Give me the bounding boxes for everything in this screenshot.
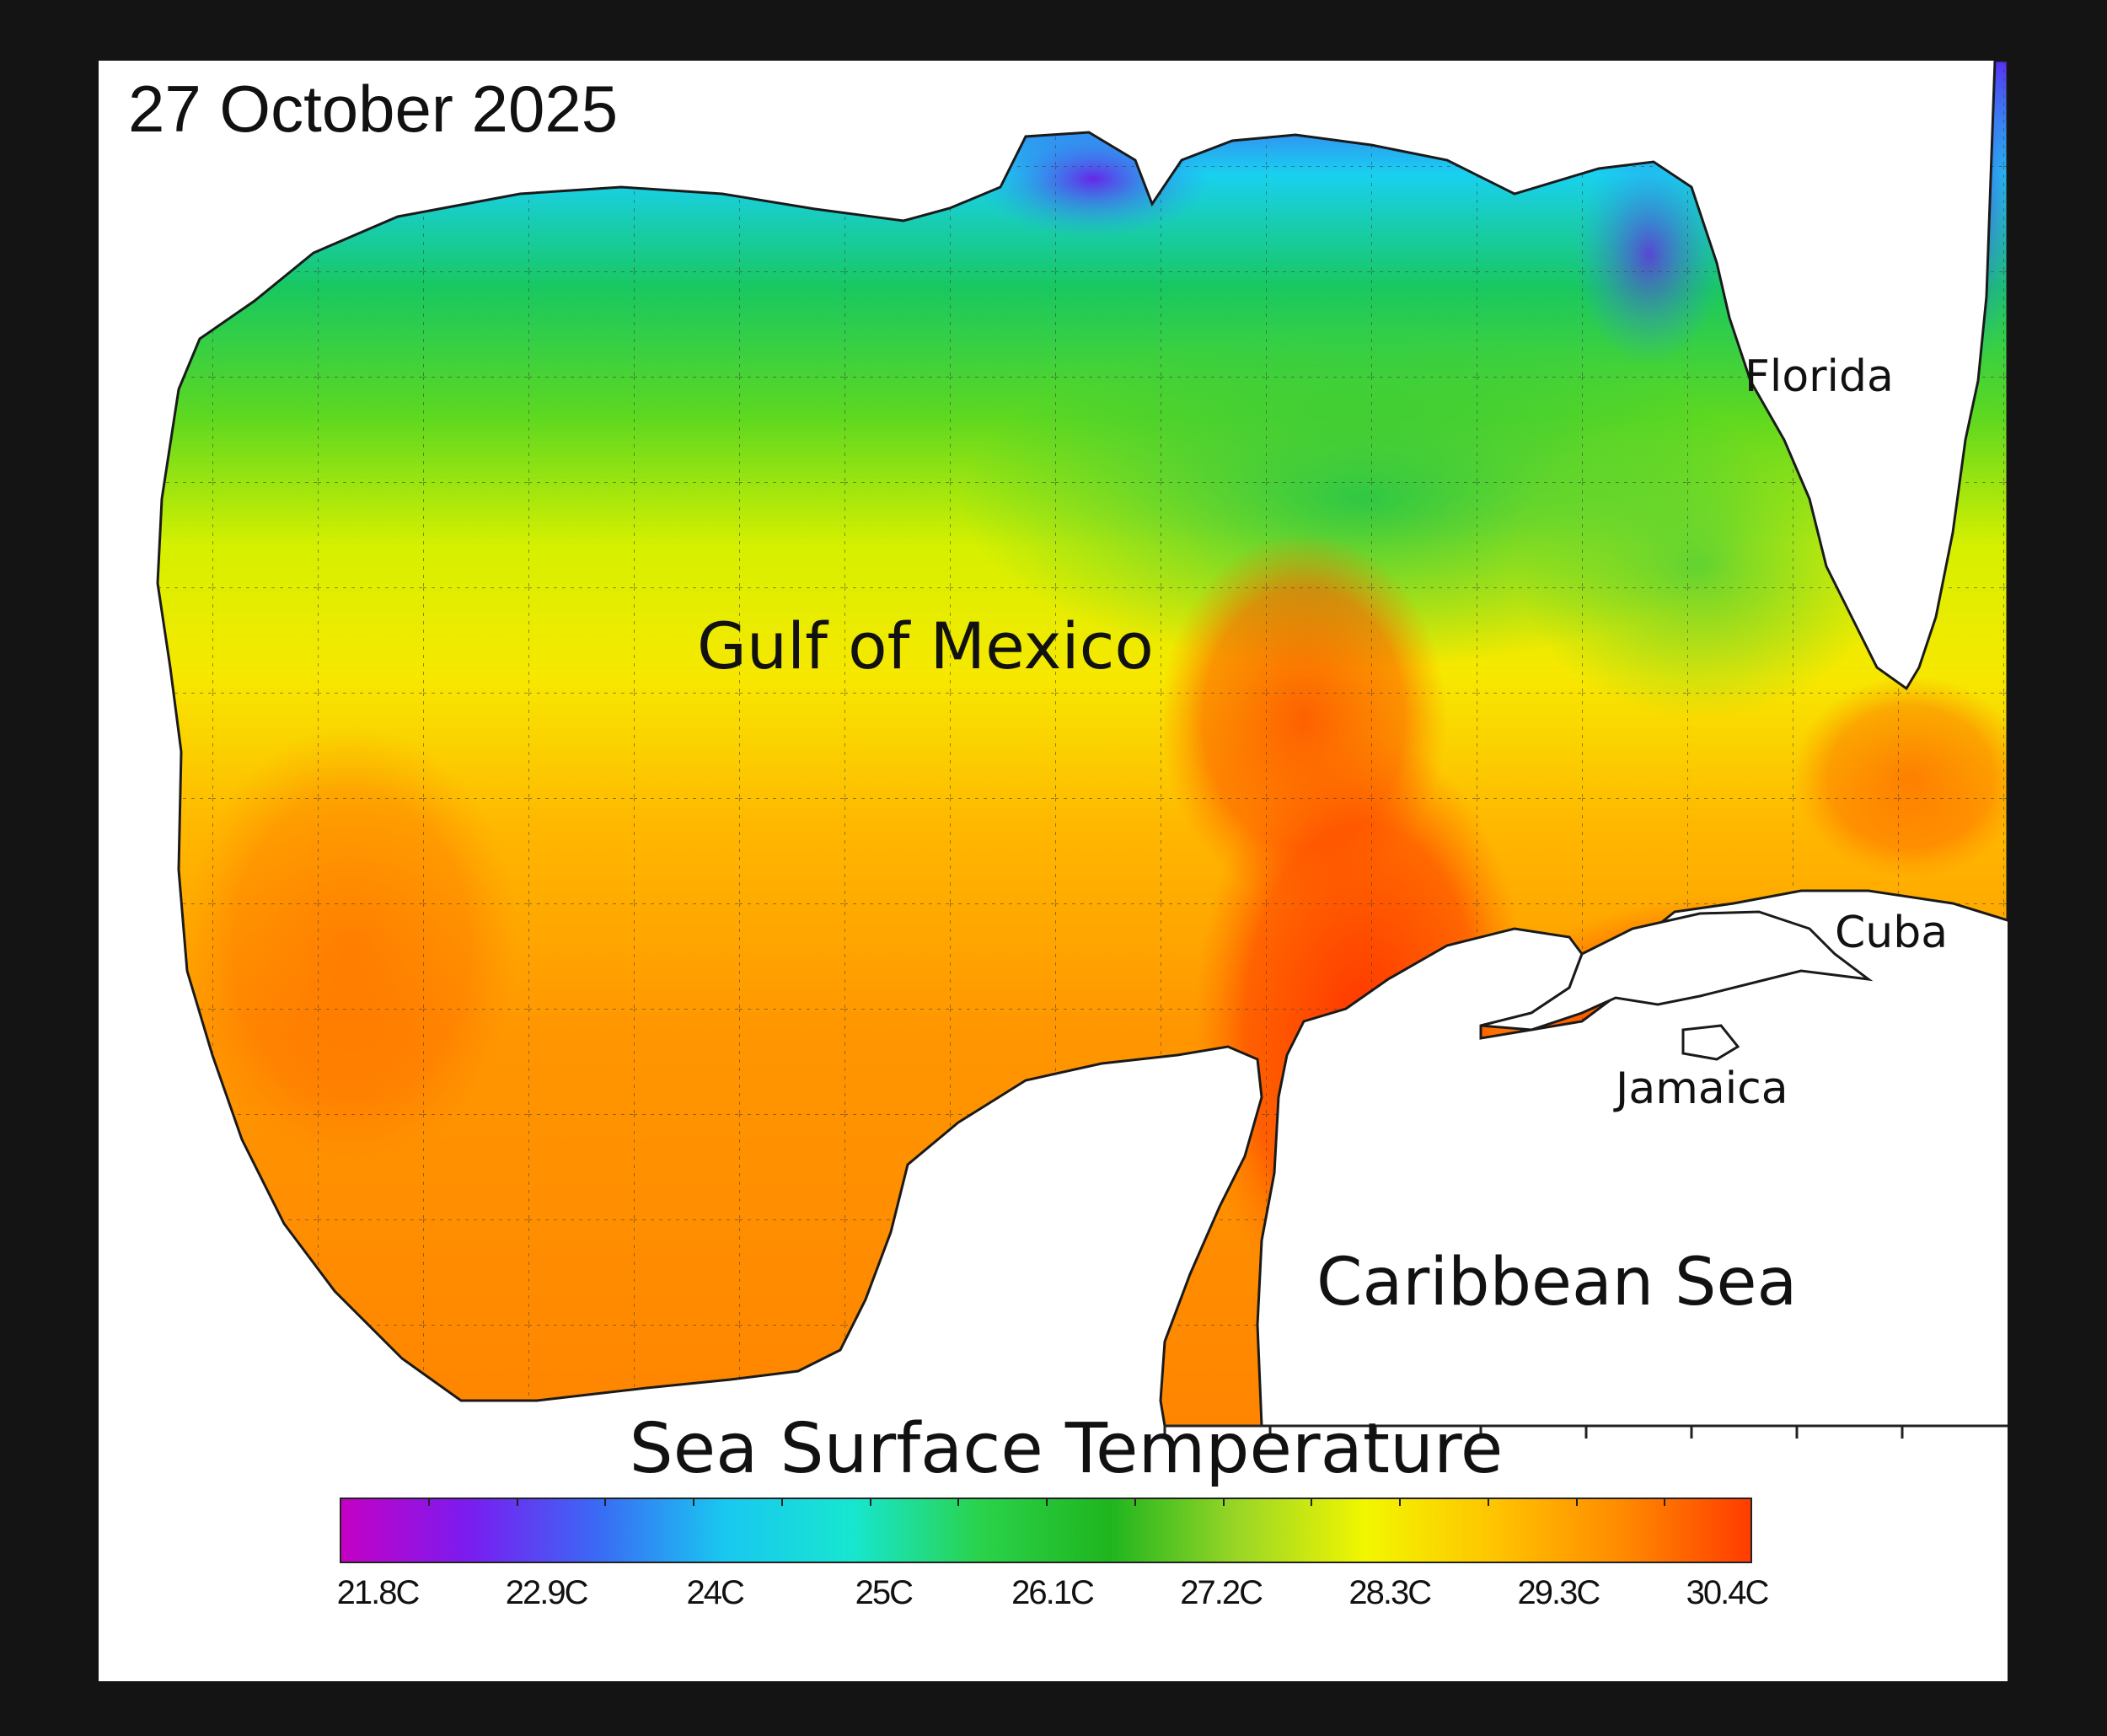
colorbar-tick-mark — [780, 1498, 783, 1506]
colorbar-tick-label: 24C — [686, 1574, 745, 1611]
colorbar-tick-mark — [1222, 1498, 1225, 1506]
colorbar-tick-mark — [1664, 1498, 1666, 1506]
colorbar-tick-label: 26.1C — [1011, 1574, 1095, 1611]
colorbar-tick-mark — [1046, 1498, 1048, 1506]
map-axis-ticks — [1163, 1426, 1904, 1439]
colorbar-tick-label: 27.2C — [1180, 1574, 1263, 1611]
date-label: 27 October 2025 — [128, 72, 619, 146]
colorbar-tick-label: 22.9C — [505, 1574, 589, 1611]
colorbar-tick-mark — [869, 1498, 871, 1506]
colorbar-tick-label: 28.3C — [1348, 1574, 1432, 1611]
colorbar-tick-label: 21.8C — [336, 1574, 421, 1611]
colorbar-tick-label: 25C — [855, 1574, 914, 1611]
colorbar-tick-mark — [693, 1498, 694, 1506]
cuba-label: Cuba — [1835, 908, 1949, 958]
colorbar — [340, 1498, 1752, 1563]
colorbar-tick-mark — [604, 1498, 607, 1506]
jamaica-label: Jamaica — [1616, 1064, 1788, 1114]
temperature-map — [156, 61, 2008, 1439]
colorbar-tick-mark — [1311, 1498, 1313, 1506]
caribbean-sea-label: Caribbean Sea — [1316, 1245, 1798, 1321]
map-panel: 27 October 2025 Gulf of Mexico Caribbean… — [99, 61, 2008, 1681]
colorbar-tick-label: 30.4C — [1686, 1574, 1770, 1611]
colorbar-tick-label: 29.3C — [1517, 1574, 1601, 1611]
jamaica-landmass — [1681, 1024, 1740, 1061]
colorbar-tick-mark — [1134, 1498, 1136, 1506]
colorbar-tick-mark — [1575, 1498, 1578, 1506]
florida-label: Florida — [1745, 351, 1894, 402]
colorbar-tick-mark — [516, 1498, 518, 1506]
legend-title: Sea Surface Temperature — [629, 1409, 1504, 1489]
colorbar-tick-mark — [1487, 1498, 1489, 1506]
gulf-of-mexico-label: Gulf of Mexico — [697, 608, 1154, 683]
colorbar-tick-mark — [957, 1498, 960, 1506]
colorbar-tick-mark — [1399, 1498, 1401, 1506]
colorbar-tick-mark — [427, 1498, 430, 1506]
cuba-landmass — [1480, 910, 1874, 1031]
